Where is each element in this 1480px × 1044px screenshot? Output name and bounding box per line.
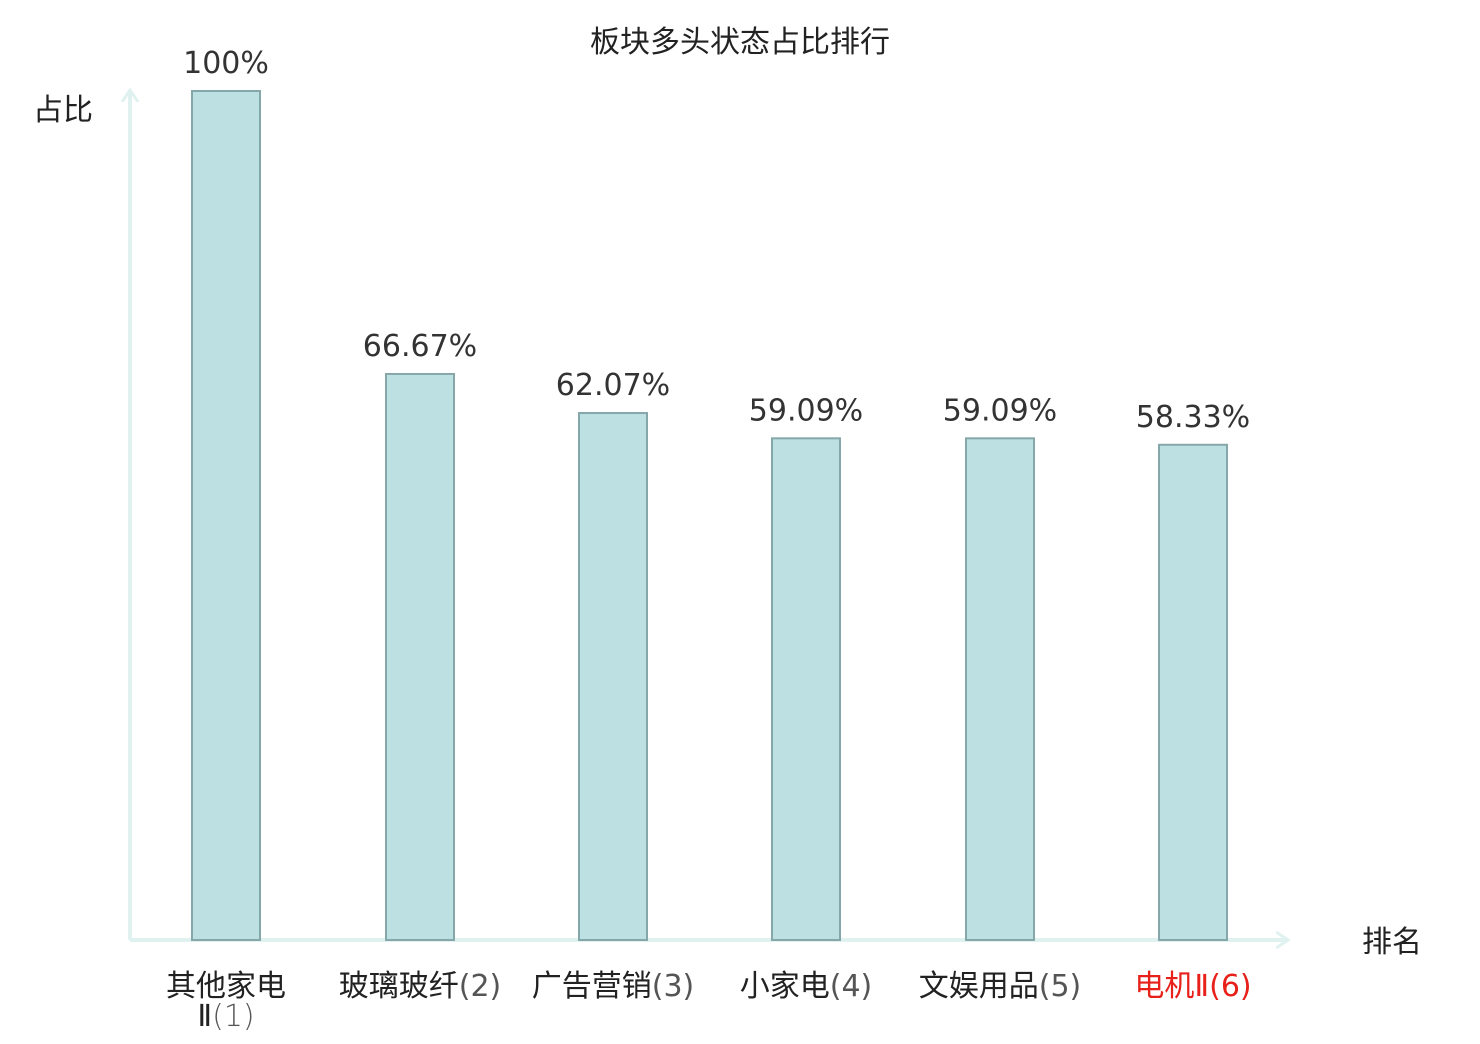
value-label-6: 58.33% — [1136, 400, 1250, 435]
bar-1 — [191, 90, 261, 941]
value-label-3: 62.07% — [556, 368, 670, 403]
x-axis-label: 排名 — [1362, 925, 1422, 960]
bar-3 — [578, 412, 648, 941]
bar-6 — [1158, 443, 1228, 941]
tick-label-6: 电机Ⅱ(6) — [1134, 969, 1251, 1004]
tick-label-5: 文娱用品(5) — [919, 969, 1082, 1004]
bar-2 — [385, 372, 455, 942]
bar-5 — [965, 437, 1035, 941]
tick-label-4: 小家电(4) — [740, 969, 873, 1004]
value-labels-group: 100% 66.67% 62.07% 59.09% 59.09% 58.33% — [183, 46, 1250, 435]
bar-4 — [771, 437, 841, 941]
value-label-2: 66.67% — [363, 329, 477, 364]
value-label-4: 59.09% — [749, 393, 863, 428]
tick-label-2: 玻璃玻纤(2) — [339, 969, 502, 1004]
value-label-1: 100% — [183, 46, 269, 81]
bars-group — [191, 90, 1228, 942]
tick-label-3: 广告营销(3) — [532, 969, 695, 1004]
tick-label-1: 其他家电 — [166, 969, 286, 1004]
y-axis-label: 占比 — [33, 93, 93, 128]
value-label-5: 59.09% — [943, 393, 1057, 428]
chart-title: 板块多头状态占比排行 — [590, 25, 890, 60]
tick-label-1-line2: Ⅱ(1) — [197, 999, 254, 1034]
